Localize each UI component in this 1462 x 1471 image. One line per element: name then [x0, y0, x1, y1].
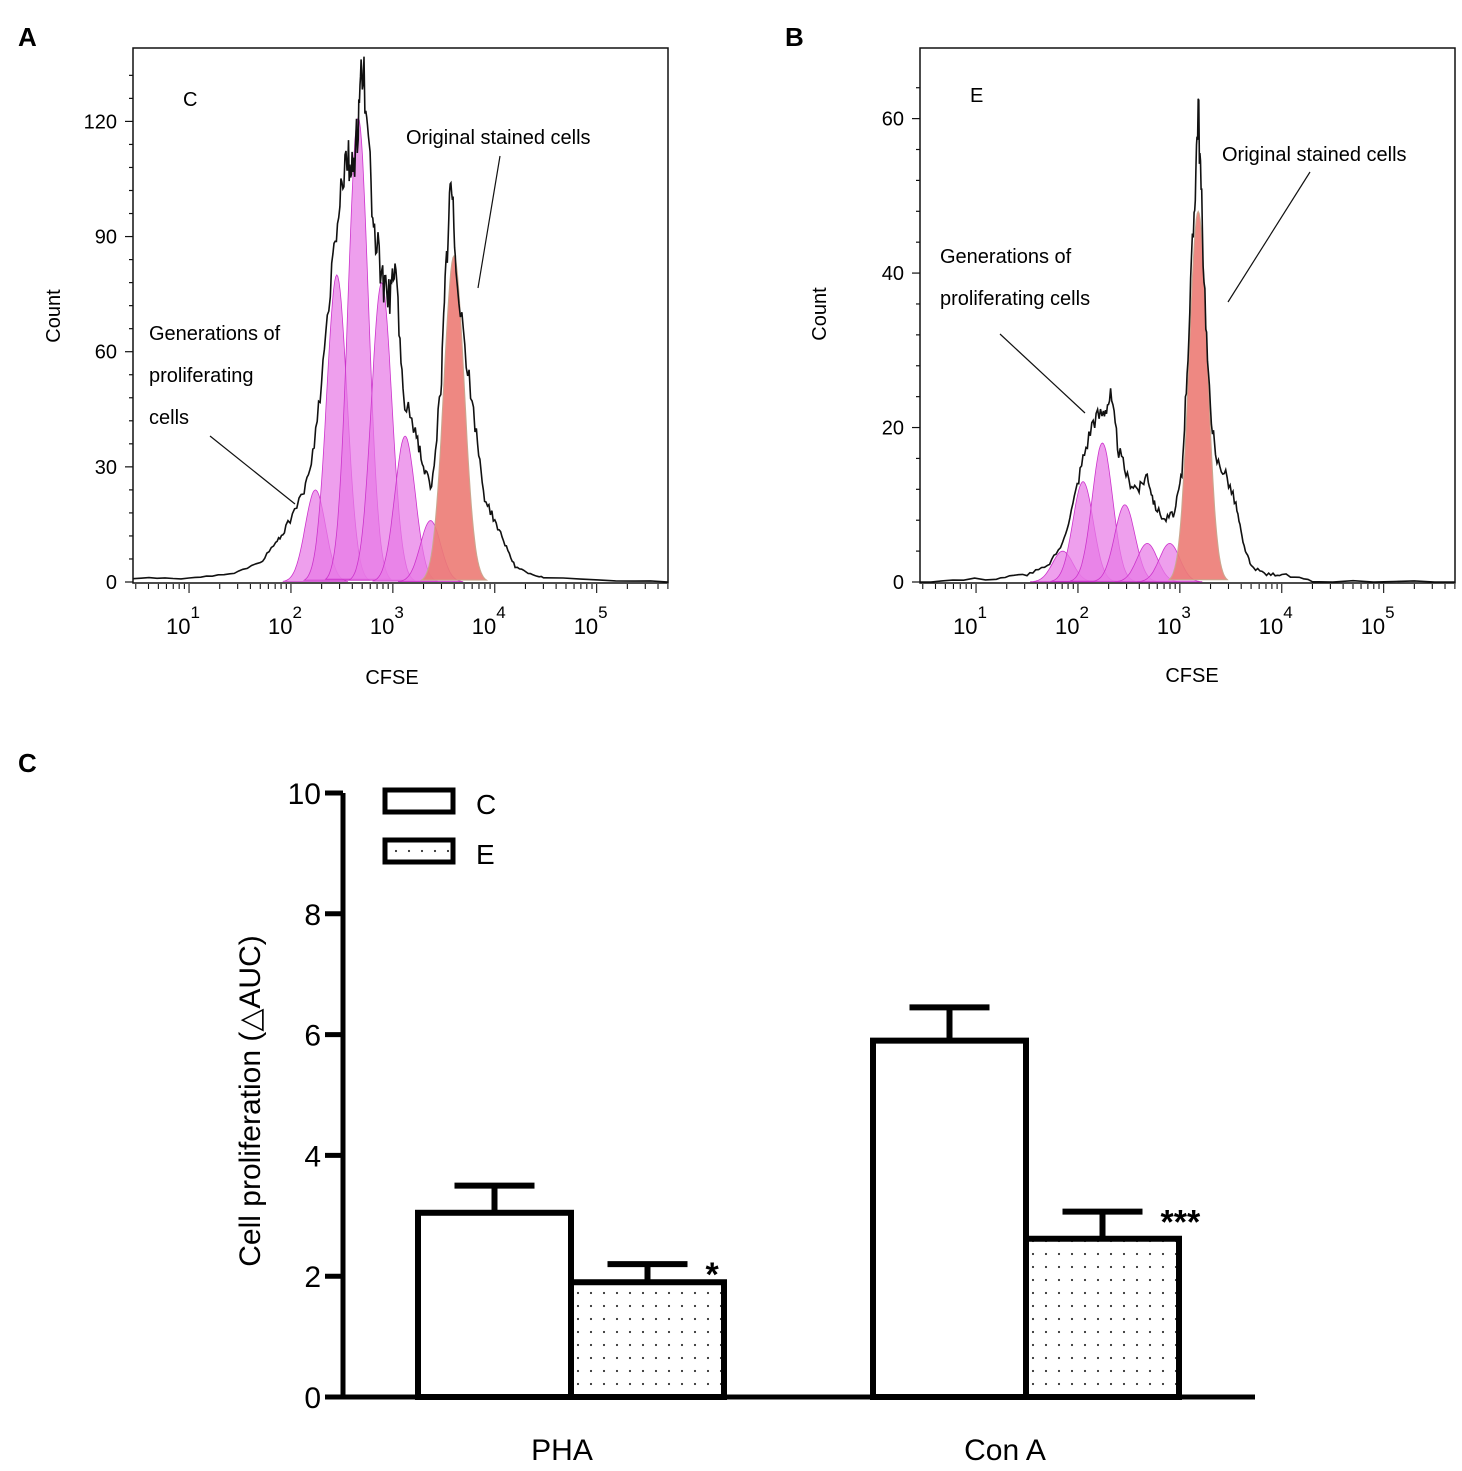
y-tick-label: 0: [106, 572, 117, 594]
category-label: PHA: [531, 1434, 593, 1467]
bar-chart-panel-c: * PHA *** Con A 0 2 4 6 8 10 Cell proliferation …: [234, 778, 1255, 1467]
panel-label-a: A: [18, 22, 37, 52]
annotation-line: Generations of: [940, 246, 1072, 268]
y-tick-label: 20: [882, 418, 904, 440]
y-tick-label: 60: [882, 109, 904, 131]
x-axis-label: CFSE: [1165, 665, 1218, 687]
annotation-leader: [209, 435, 296, 505]
inset-label: E: [970, 85, 983, 107]
x-tick-label: 102: [1055, 603, 1089, 639]
y-axis-label: Count: [809, 287, 831, 341]
annotation-parent: Original stained cells: [1222, 144, 1407, 303]
x-tick-label: 103: [370, 603, 404, 639]
annotation-leader: [1227, 171, 1311, 303]
histogram-trace: [920, 98, 1455, 583]
annotation-generations: Generations of proliferating cells: [940, 246, 1090, 414]
bar-c-pha: [415, 1209, 574, 1401]
legend-label-e: E: [476, 839, 495, 870]
annotation-parent: Original stained cells: [406, 127, 591, 289]
x-tick-label: 105: [1361, 603, 1395, 639]
x-tick-label: 105: [574, 603, 608, 639]
parent-peak: [1167, 210, 1229, 581]
legend-label-c: C: [476, 789, 496, 820]
bar-e-con-a: [1023, 1235, 1182, 1400]
y-tick-label: 0: [893, 572, 904, 594]
legend-swatch-e: [382, 837, 456, 865]
x-tick-label: 101: [166, 603, 200, 639]
panel-label-b: B: [785, 22, 804, 52]
y-tick-label: 90: [95, 227, 117, 249]
x-axis-label: CFSE: [365, 667, 418, 689]
histogram-panel-b: 0 20 40 60 101 102 103 104 105 E Count CFSE Gen…: [809, 47, 1456, 687]
x-tick-label: 103: [1157, 603, 1191, 639]
histogram-trace: [132, 56, 669, 583]
x-tick-label: 102: [268, 603, 302, 639]
plot-frame: [919, 47, 1456, 584]
annotation-line: Generations of: [149, 323, 281, 345]
annotation-line: cells: [149, 407, 189, 429]
bar-c-con-a: [870, 1037, 1029, 1400]
y-axis-label: Cell proliferation (△AUC): [234, 935, 267, 1267]
legend-swatch-c: [382, 787, 456, 815]
panel-label-c: C: [18, 748, 37, 778]
legend: C E: [382, 787, 496, 870]
y-tick-label: 2: [304, 1261, 321, 1294]
significance-marker: *: [706, 1256, 720, 1294]
significance-marker: ***: [1161, 1204, 1201, 1242]
annotation-generations: Generations of proliferating cells: [149, 323, 296, 505]
y-tick-label: 60: [95, 342, 117, 364]
y-tick-label: 120: [84, 111, 117, 133]
y-tick-label: 6: [304, 1020, 321, 1053]
y-tick-label: 8: [304, 899, 321, 932]
y-tick-label: 10: [288, 778, 321, 811]
y-tick-label: 4: [304, 1140, 321, 1173]
y-tick-label: 30: [95, 457, 117, 479]
annotation-line: proliferating: [149, 365, 254, 387]
annotation-leader: [999, 333, 1086, 414]
y-axis-label: Count: [43, 289, 65, 343]
bar-e-pha: [568, 1279, 727, 1400]
x-tick-label: 104: [1259, 603, 1293, 639]
annotation-leader: [477, 155, 501, 289]
annotation-line: proliferating cells: [940, 288, 1090, 310]
annotation-line: Original stained cells: [406, 127, 591, 149]
inset-label: C: [183, 89, 197, 111]
plot-frame: [132, 47, 669, 584]
category-label: Con A: [964, 1434, 1046, 1467]
y-tick-label: 0: [304, 1382, 321, 1415]
y-tick-label: 40: [882, 263, 904, 285]
x-tick-label: 101: [953, 603, 987, 639]
annotation-line: Original stained cells: [1222, 144, 1407, 166]
x-tick-label: 104: [472, 603, 506, 639]
